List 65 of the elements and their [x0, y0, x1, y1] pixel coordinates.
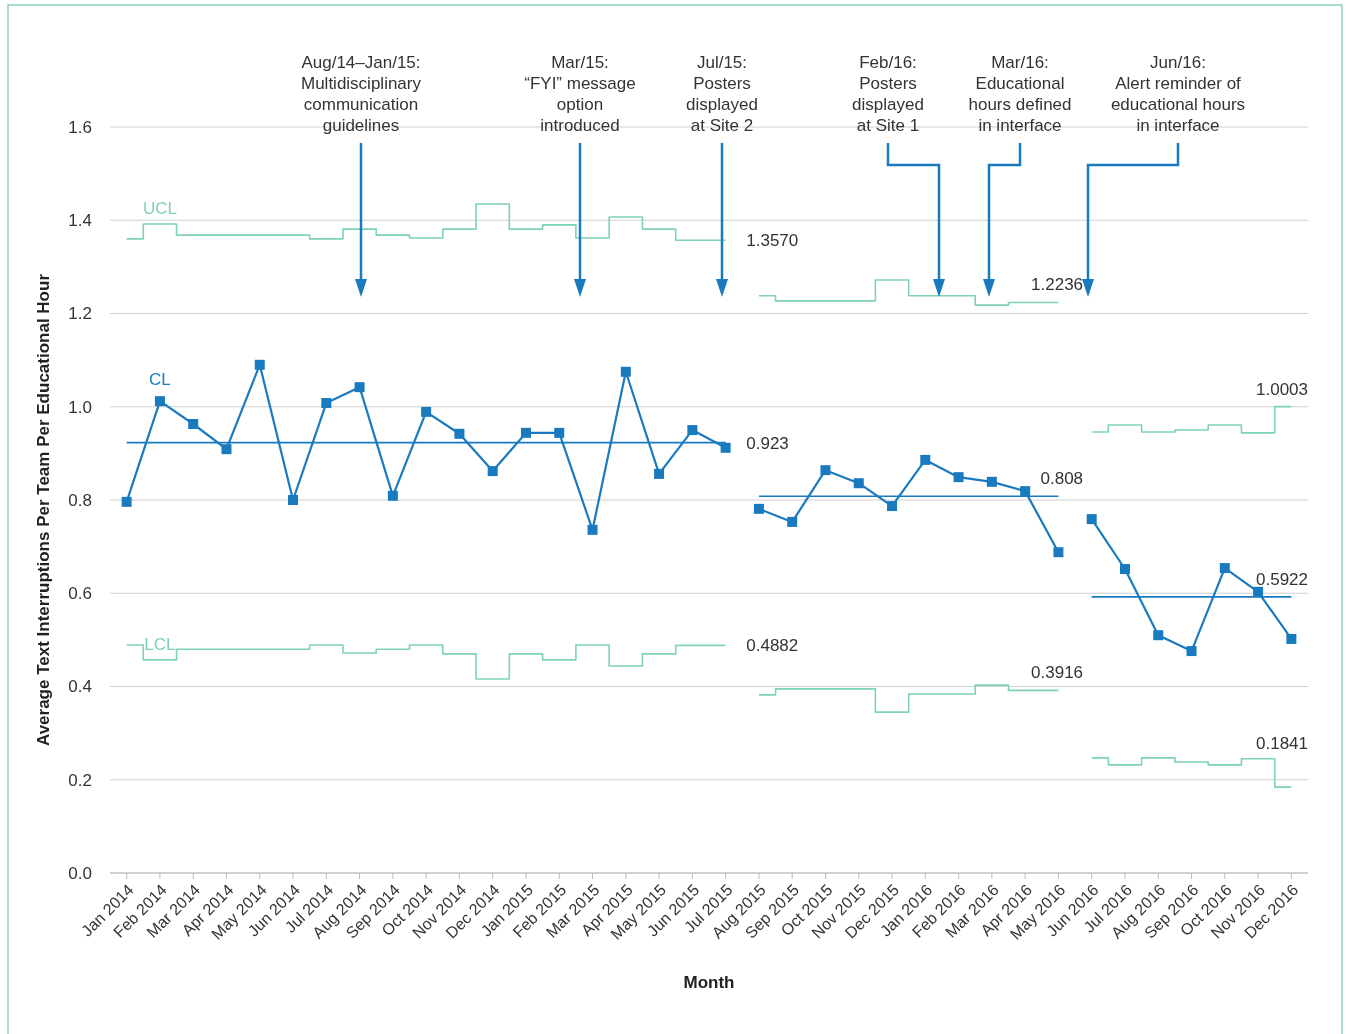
annotation: Jul/15: Posters displayed at Site 2	[686, 53, 758, 135]
point	[121, 496, 132, 507]
point	[487, 466, 498, 477]
point	[254, 359, 265, 370]
point	[221, 444, 232, 455]
point	[1253, 586, 1264, 597]
point	[454, 428, 465, 439]
point	[1119, 564, 1130, 575]
point	[520, 427, 531, 438]
y-tick-label: 0.6	[68, 584, 92, 604]
text: CL	[149, 369, 171, 389]
point	[953, 472, 964, 483]
annotation: 1.2236	[1031, 275, 1084, 295]
annotation: 0.923	[746, 433, 789, 453]
annotation: 0.4882	[746, 636, 799, 656]
point	[820, 465, 831, 476]
y-tick-label: 1.0	[68, 397, 92, 417]
y-tick-label: 0.2	[68, 770, 92, 790]
point	[753, 503, 764, 514]
point	[687, 425, 698, 436]
point	[1186, 646, 1197, 657]
y-tick-label: 1.4	[68, 211, 92, 231]
annotation: Mar/16: Educational hours defined in interface	[968, 53, 1072, 135]
y-tick-label: 1.2	[68, 304, 92, 324]
annotation: 0.808	[1040, 469, 1084, 489]
y-tick-label: 0.4	[68, 677, 92, 697]
point	[587, 524, 598, 535]
annotation: 0.5922	[1256, 569, 1308, 589]
series-label: UCL	[142, 198, 177, 218]
annotation: 1.0003	[1256, 379, 1308, 399]
point	[288, 495, 299, 505]
annotation: 0.3916	[1031, 663, 1084, 683]
point	[421, 406, 432, 417]
annotation: 0.1841	[1256, 734, 1308, 754]
annotation: Jun/16: Alert reminder of educational hours in interface	[1110, 53, 1246, 135]
point	[1153, 630, 1164, 641]
y-tick-label: 0.8	[68, 490, 92, 510]
annotation: Feb/16: Posters displayed at Site 1	[852, 53, 924, 135]
y-axis-title: Average Text Interruptions Per Team Per Educational Hour	[34, 273, 53, 747]
point	[1053, 547, 1064, 558]
point	[787, 516, 798, 527]
annotation: Mar/15: “FYI” message option introduced	[524, 53, 636, 135]
point	[554, 427, 565, 438]
point	[887, 501, 898, 512]
annotation: 1.3570	[746, 231, 799, 251]
point	[1020, 486, 1031, 497]
point	[620, 366, 631, 377]
point	[853, 478, 864, 489]
point	[354, 382, 365, 393]
point	[321, 398, 332, 409]
point	[188, 419, 199, 429]
point	[654, 468, 665, 479]
point	[1286, 633, 1297, 644]
point	[986, 476, 997, 487]
point	[154, 396, 165, 407]
point	[387, 490, 398, 501]
point	[720, 442, 731, 453]
y-tick-label: 0.0	[68, 863, 92, 883]
annotation: Aug/14–Jan/15: Multidisciplinary communication guidelines	[301, 53, 422, 135]
series-label: LCL	[144, 634, 176, 654]
point	[1086, 514, 1097, 525]
x-axis-title: Month	[683, 973, 735, 992]
point	[1219, 563, 1230, 574]
point	[920, 454, 931, 465]
y-tick-label: 1.6	[68, 117, 92, 137]
